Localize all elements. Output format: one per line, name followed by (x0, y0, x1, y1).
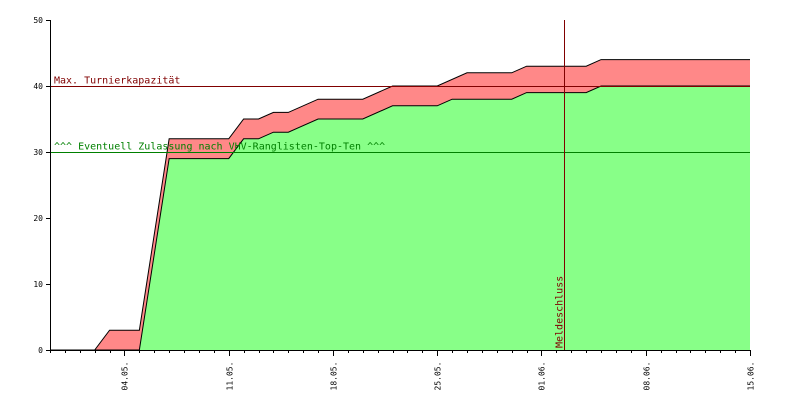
reference-lines: Max. Turnierkapazität ^^^ Eventuell Zulas… (50, 20, 750, 350)
reference-label-2: Meldeschluss (555, 276, 566, 348)
reference-label-1: ^^^ Eventuell Zulassung nach VHV-Ranglis… (54, 142, 385, 153)
y-tick-label: 50 (33, 16, 43, 25)
x-tick-label: 18.05. (330, 362, 339, 391)
x-tick-label: 11.05. (226, 362, 235, 391)
y-tick-label: 30 (33, 148, 43, 157)
series-line-0 (50, 59, 750, 351)
series-line-1 (50, 85, 750, 351)
x-tick-label: 01.06. (538, 362, 547, 391)
y-tick-label: 0 (38, 346, 43, 355)
reference-label-0: Max. Turnierkapazität (54, 76, 180, 87)
y-tick-label: 10 (33, 280, 43, 289)
y-tick-label: 20 (33, 214, 43, 223)
x-tick-label: 08.06. (643, 362, 652, 391)
y-tick-label: 40 (33, 82, 43, 91)
chart-axes (50, 20, 750, 351)
chart-ticks: 0 10 20 30 40 50 04.05. 11.05. 18.05. 25.05. 01.06… (33, 16, 755, 390)
x-tick-label: 25.05. (434, 362, 443, 391)
x-tick-label: 15.06. (747, 362, 756, 391)
series-area-1 (50, 86, 750, 350)
x-tick-label: 04.05. (121, 362, 130, 391)
chart-areas (50, 59, 750, 351)
